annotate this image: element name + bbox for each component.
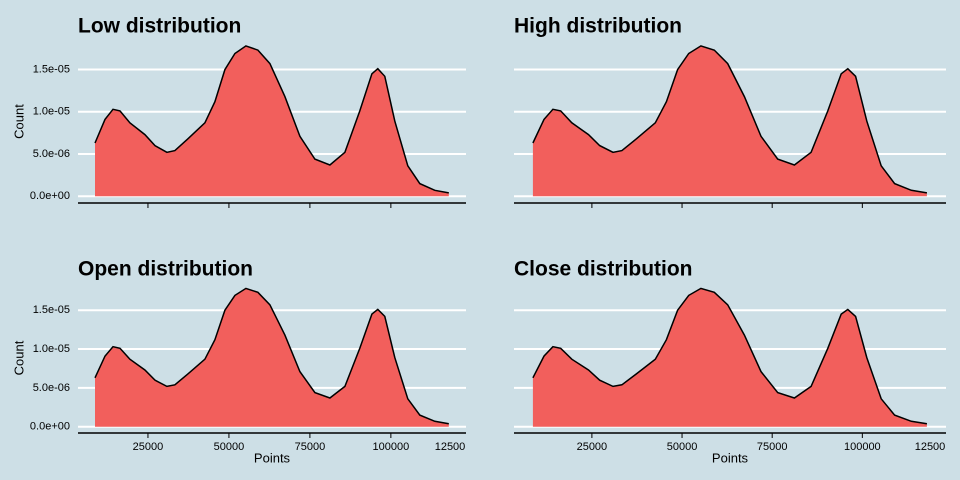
panel-title: Open distribution — [78, 258, 253, 281]
density-line — [532, 45, 928, 194]
y-tick-label: 1.5e-05 — [33, 63, 70, 75]
density-line — [94, 45, 449, 194]
x-tick-label: 100000 — [844, 441, 881, 453]
density-area — [532, 288, 927, 427]
y-tick-label: 5.0e-06 — [33, 382, 70, 394]
x-tick-label: 25000 — [577, 441, 608, 453]
x-tick-label: 75000 — [295, 441, 326, 453]
x-tick-label: 50000 — [214, 441, 245, 453]
density-area — [95, 45, 449, 197]
y-tick-label: 0.0e+00 — [30, 190, 70, 202]
density-area — [532, 45, 927, 197]
x-axis-label: Points — [712, 450, 749, 465]
y-tick-label: 1.0e-05 — [33, 343, 70, 355]
x-tick-label: 100000 — [373, 441, 410, 453]
x-tick-label: 12500 — [915, 441, 946, 453]
x-tick-label: 75000 — [757, 441, 788, 453]
y-tick-label: 1.0e-05 — [33, 106, 70, 118]
density-line — [94, 287, 449, 425]
panel-title: High distribution — [514, 15, 682, 38]
density-line — [532, 287, 928, 425]
panel-title: Low distribution — [78, 15, 241, 38]
x-axis-label: Points — [254, 450, 291, 465]
y-tick-label: 1.5e-05 — [33, 304, 70, 316]
x-tick-label: 12500 — [435, 441, 466, 453]
density-area — [95, 288, 449, 427]
y-tick-label: 0.0e+00 — [30, 421, 70, 433]
y-tick-label: 5.0e-06 — [33, 148, 70, 160]
y-axis-label: Count — [11, 104, 26, 139]
y-axis-label: Count — [11, 340, 26, 375]
panel-title: Close distribution — [514, 258, 693, 281]
x-tick-label: 25000 — [133, 441, 164, 453]
x-tick-label: 50000 — [667, 441, 698, 453]
